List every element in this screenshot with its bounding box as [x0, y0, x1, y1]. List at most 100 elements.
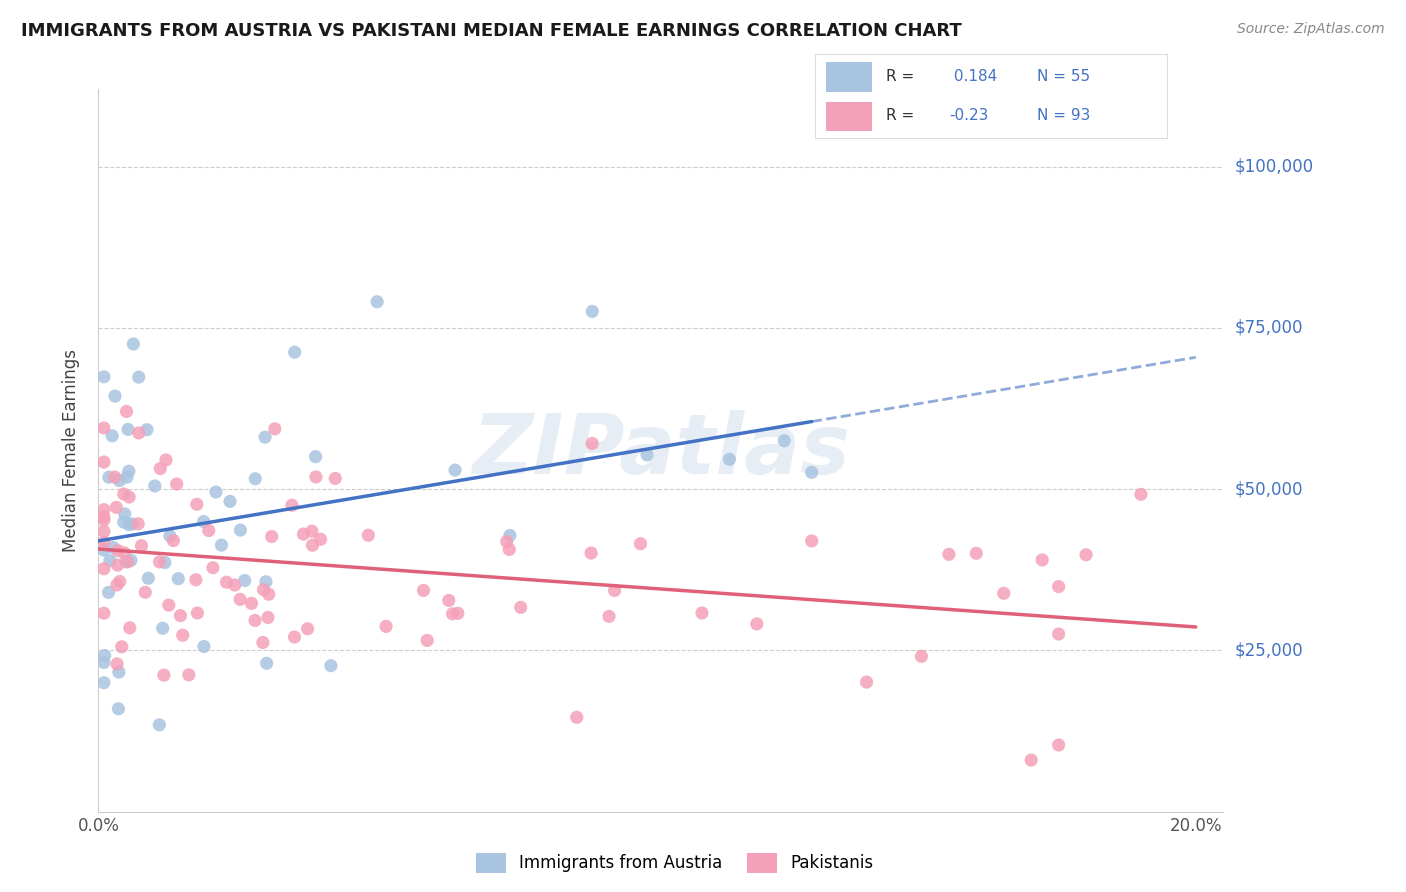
- Point: [193, 515, 215, 529]
- Text: Source: ZipAtlas.com: Source: ZipAtlas.com: [1237, 22, 1385, 37]
- Point: [1074, 548, 1097, 562]
- Point: [162, 533, 184, 548]
- Point: [93, 656, 115, 670]
- Point: [257, 587, 280, 601]
- Point: [256, 657, 278, 671]
- Point: [855, 675, 877, 690]
- Point: [375, 619, 398, 633]
- Point: [495, 534, 517, 549]
- Point: [260, 529, 283, 543]
- Point: [93, 502, 115, 516]
- Point: [105, 657, 128, 671]
- Point: [690, 606, 713, 620]
- Point: [281, 498, 304, 512]
- Point: [229, 523, 252, 537]
- Point: [93, 369, 115, 384]
- Point: [323, 471, 346, 485]
- Point: [579, 546, 602, 560]
- Point: [498, 542, 520, 557]
- Point: [93, 535, 115, 549]
- Point: [93, 562, 115, 576]
- Point: [148, 555, 170, 569]
- Point: [108, 474, 131, 488]
- Text: R =: R =: [886, 108, 920, 123]
- Point: [112, 546, 135, 560]
- Point: [131, 539, 153, 553]
- Point: [565, 710, 588, 724]
- Text: ZIPatlas: ZIPatlas: [472, 410, 849, 491]
- Point: [98, 554, 121, 568]
- Point: [283, 630, 305, 644]
- Point: [128, 370, 150, 384]
- Point: [97, 585, 120, 599]
- Point: [118, 464, 141, 478]
- Point: [297, 622, 319, 636]
- Point: [366, 294, 388, 309]
- Point: [1047, 627, 1070, 641]
- Point: [166, 477, 188, 491]
- Point: [115, 555, 138, 569]
- Point: [357, 528, 380, 542]
- Text: IMMIGRANTS FROM AUSTRIA VS PAKISTANI MEDIAN FEMALE EARNINGS CORRELATION CHART: IMMIGRANTS FROM AUSTRIA VS PAKISTANI MED…: [21, 22, 962, 40]
- Point: [172, 628, 194, 642]
- Point: [117, 422, 139, 436]
- Point: [630, 537, 652, 551]
- Text: N = 93: N = 93: [1038, 108, 1090, 123]
- Point: [136, 571, 159, 585]
- Point: [121, 516, 143, 531]
- Point: [128, 425, 150, 440]
- Point: [93, 513, 115, 527]
- Point: [319, 658, 342, 673]
- Point: [169, 608, 191, 623]
- Point: [211, 538, 233, 552]
- Point: [122, 337, 145, 351]
- Point: [104, 389, 127, 403]
- Point: [284, 345, 307, 359]
- Point: [143, 479, 166, 493]
- Point: [910, 649, 932, 664]
- Text: $75,000: $75,000: [1234, 318, 1303, 337]
- Point: [115, 404, 138, 418]
- Point: [245, 472, 267, 486]
- Text: N = 55: N = 55: [1038, 69, 1090, 84]
- Point: [155, 453, 177, 467]
- Point: [93, 648, 115, 663]
- Point: [112, 515, 135, 529]
- Bar: [825, 62, 872, 92]
- Point: [97, 470, 120, 484]
- Point: [127, 516, 149, 531]
- Point: [800, 466, 823, 480]
- Point: [153, 556, 176, 570]
- Point: [292, 527, 315, 541]
- Point: [149, 461, 172, 475]
- Text: $50,000: $50,000: [1234, 480, 1303, 498]
- Text: 0.184: 0.184: [949, 69, 997, 84]
- Point: [1047, 738, 1070, 752]
- Point: [305, 470, 328, 484]
- Point: [107, 558, 129, 573]
- Point: [105, 578, 128, 592]
- Point: [103, 541, 125, 555]
- Point: [115, 470, 138, 484]
- Point: [111, 640, 134, 654]
- Bar: [825, 102, 872, 131]
- Point: [240, 596, 263, 610]
- Point: [636, 448, 658, 462]
- Point: [243, 614, 266, 628]
- Point: [112, 487, 135, 501]
- Point: [107, 702, 129, 716]
- Point: [441, 607, 464, 621]
- Point: [205, 485, 228, 500]
- Point: [581, 304, 603, 318]
- Point: [745, 616, 768, 631]
- Point: [412, 583, 434, 598]
- Point: [224, 578, 246, 592]
- Point: [136, 423, 159, 437]
- Point: [252, 635, 274, 649]
- Point: [263, 422, 285, 436]
- Point: [93, 675, 115, 690]
- Point: [186, 497, 208, 511]
- Point: [114, 507, 136, 521]
- Point: [93, 524, 115, 539]
- Point: [201, 560, 224, 574]
